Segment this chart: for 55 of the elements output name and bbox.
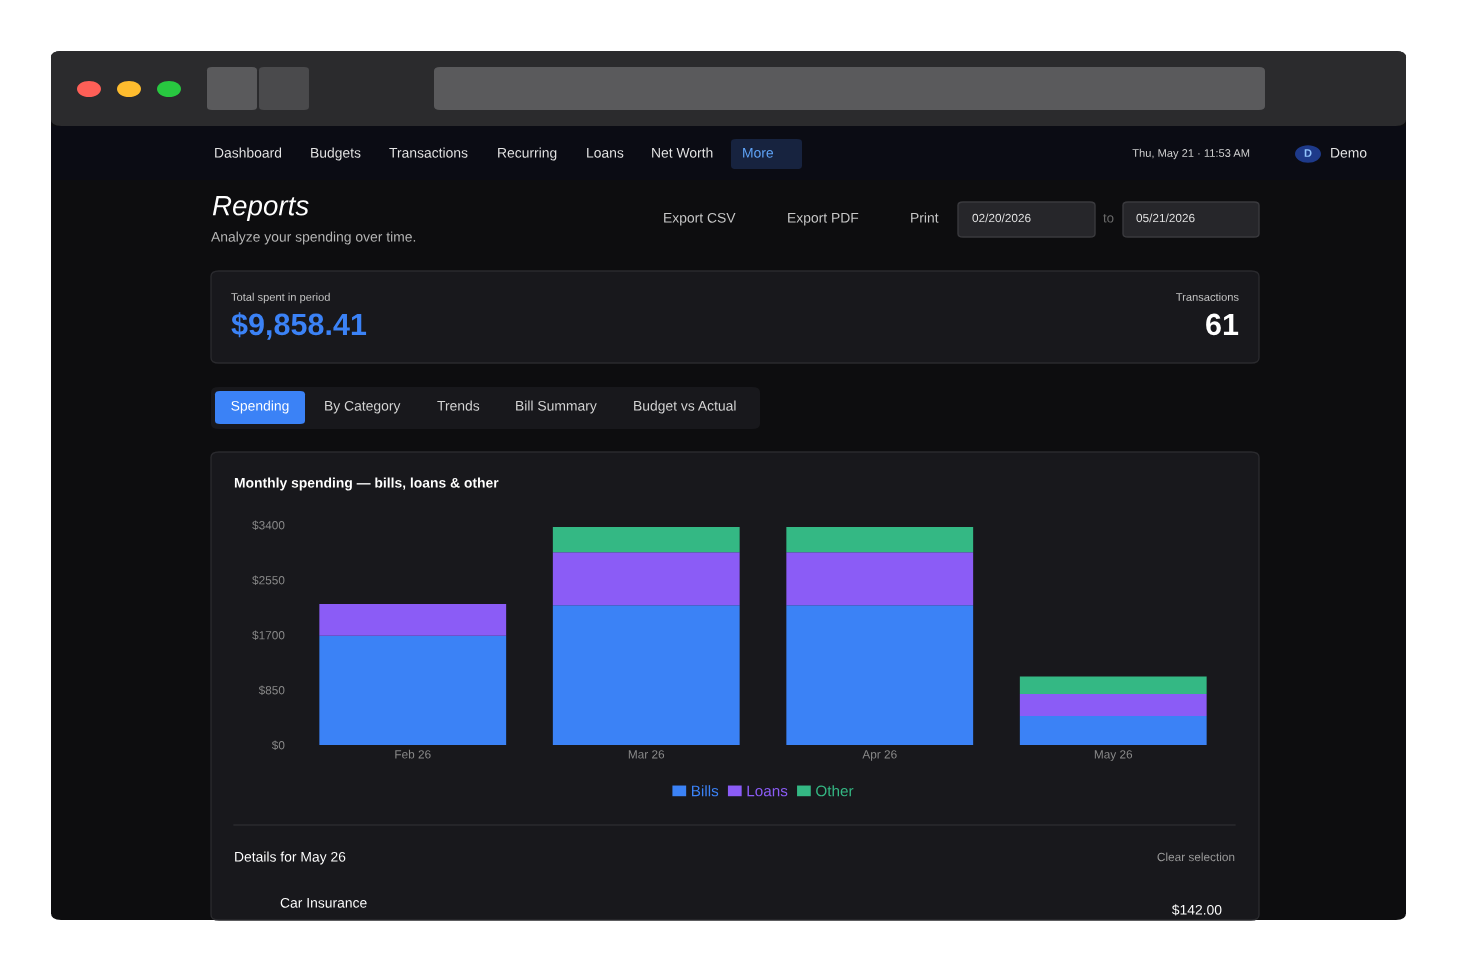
text: By Category [325, 400, 401, 414]
y-tick-label: $1700 [252, 630, 285, 641]
text: Dashboard [215, 147, 282, 158]
text: Loans [587, 148, 624, 158]
bar [552, 526, 740, 553]
bar [319, 635, 507, 745]
bar [1019, 715, 1207, 745]
text: Bill Summary [516, 400, 597, 414]
bar [319, 603, 507, 636]
text: 02/20/2026 [972, 213, 1031, 223]
text: Spending [231, 400, 289, 414]
text: Net Worth [652, 147, 713, 158]
x-tick-label: Feb 26 [395, 749, 431, 759]
y-tick-label: $2550 [252, 575, 285, 586]
legend-label: Loans [747, 785, 788, 797]
x-tick-label: May 26 [1094, 750, 1133, 761]
text: 05/21/2026 [1136, 213, 1195, 223]
chart-title: Monthly spending — bills, loans & other [234, 477, 499, 491]
text: More [743, 148, 774, 158]
bar [786, 552, 974, 606]
legend-label: Bills [692, 785, 719, 797]
bar [1019, 676, 1207, 694]
text: Print [911, 212, 939, 223]
text: $142.00 [1171, 904, 1222, 916]
bar [786, 605, 974, 745]
x-tick-label: Mar 26 [628, 750, 665, 759]
text: Analyze your spending over time. [211, 231, 416, 245]
y-tick-label: $0 [271, 740, 285, 751]
legend-label: Other [816, 785, 854, 797]
text: Demo [1331, 148, 1367, 158]
y-tick-label: $850 [258, 685, 285, 696]
text: Details for May 26 [235, 851, 346, 865]
text: Transactions [1176, 292, 1239, 301]
text: Transactions [389, 147, 468, 158]
text: to [1103, 213, 1114, 223]
y-tick-label: $3400 [252, 520, 285, 531]
text: Export PDF [788, 213, 859, 226]
bar [552, 605, 740, 745]
text: Trends [437, 400, 480, 411]
text: Export CSV [664, 212, 736, 226]
x-tick-label: Apr 26 [862, 750, 897, 761]
text: Recurring [498, 147, 557, 161]
text: Reports [212, 196, 309, 221]
text: Thu, May 21 · 11:53 AM [1132, 148, 1250, 160]
text: Budget vs Actual [634, 400, 736, 414]
text: D [1304, 149, 1312, 157]
text: 61 [1206, 313, 1239, 336]
text: $9,858.41 [231, 312, 367, 340]
text: Car Insurance [280, 897, 367, 908]
bar [786, 526, 974, 553]
text: Total spent in period [231, 292, 330, 304]
text: Budgets [311, 147, 361, 161]
bar [552, 552, 740, 606]
text: Clear selection [1157, 852, 1235, 862]
bar [1019, 693, 1207, 716]
